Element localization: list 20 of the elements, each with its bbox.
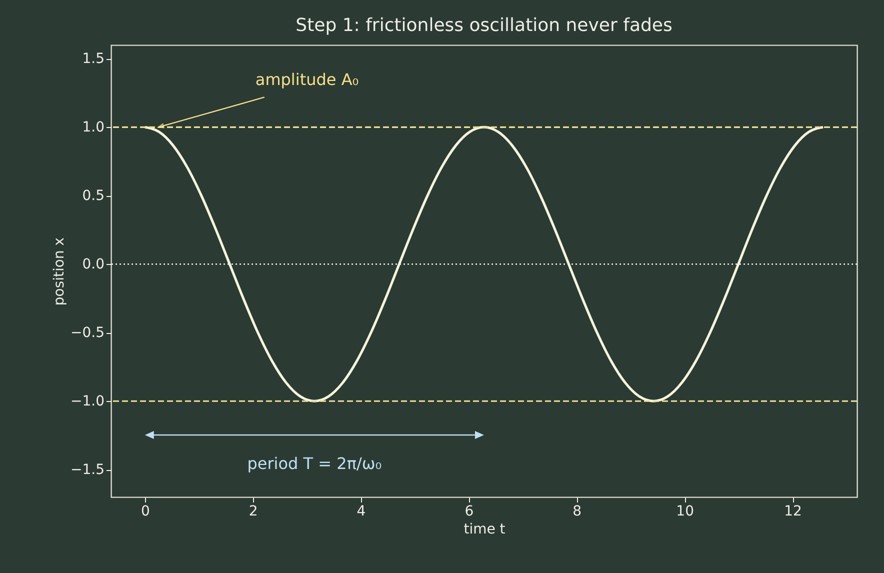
x-tick-label: 8	[572, 504, 582, 520]
x-tick-label: 4	[356, 504, 366, 520]
x-tick-label: 0	[140, 504, 150, 520]
x-tick-label: 2	[248, 504, 258, 520]
line-series	[144, 126, 824, 402]
chart-title: Step 1: frictionless oscillation never fades	[296, 15, 672, 36]
x-tick-label: 10	[676, 504, 694, 520]
y-axis-title: position x	[52, 237, 68, 306]
y-tick-label: −1.0	[70, 394, 104, 410]
x-tick-label: 12	[784, 504, 802, 520]
y-tick-label: −1.5	[70, 462, 104, 478]
y-tick-label: 0.5	[82, 188, 104, 204]
x-axis-title: time t	[464, 522, 506, 538]
y-tick-label: 1.0	[82, 120, 104, 136]
annotation: period T = 2π/ω₀	[247, 454, 382, 473]
y-tick-label: −0.5	[70, 325, 104, 342]
y-tick-label: 1.5	[82, 51, 104, 68]
annotation: amplitude A₀	[255, 70, 359, 90]
y-tick-label: 0.0	[82, 256, 104, 273]
x-tick-label: 6	[464, 504, 474, 520]
